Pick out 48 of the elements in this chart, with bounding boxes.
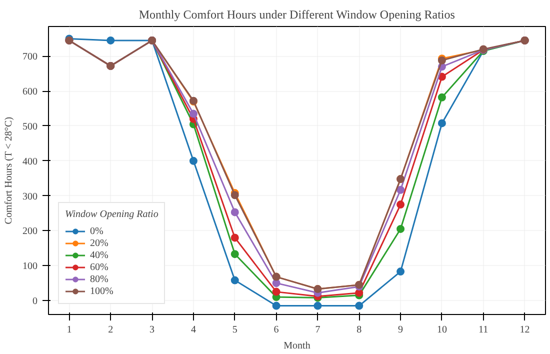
chart-title: Monthly Comfort Hours under Different Window Opening Ratios <box>138 8 456 22</box>
legend-label: 40% <box>90 249 110 261</box>
x-tick-label: 8 <box>356 324 362 336</box>
point <box>230 208 239 216</box>
y-tick-label: 300 <box>22 191 38 202</box>
y-tick-label: 700 <box>22 52 38 63</box>
point <box>230 276 239 284</box>
x-tick-label: 7 <box>315 324 320 336</box>
point <box>272 288 280 296</box>
point <box>396 224 405 233</box>
point <box>355 302 364 310</box>
legend-label: 20% <box>90 237 110 249</box>
x-tick-label: 9 <box>398 324 404 336</box>
point <box>106 36 115 44</box>
x-tick-label: 3 <box>150 324 155 336</box>
x-tick-label: 12 <box>520 324 530 336</box>
y-tick-label: 400 <box>22 156 38 168</box>
point <box>230 191 239 200</box>
legend-label: 60% <box>90 261 110 273</box>
x-tick-label: 4 <box>190 324 196 336</box>
point <box>272 302 280 310</box>
point <box>438 119 446 128</box>
point <box>314 302 322 310</box>
x-tick-label: 1 <box>66 324 72 336</box>
x-tick-label: 5 <box>232 324 238 336</box>
point <box>230 234 239 242</box>
legend-label: 80% <box>90 273 110 285</box>
x-tick-label: 11 <box>478 324 488 336</box>
y-tick-label: 200 <box>22 226 38 238</box>
legend-label: 100% <box>90 285 114 297</box>
y-tick-label: 0 <box>32 296 38 308</box>
point <box>396 186 405 194</box>
point <box>396 268 405 276</box>
legend-label: 0% <box>90 225 104 237</box>
point <box>230 250 239 258</box>
point <box>189 110 198 118</box>
point <box>438 93 446 102</box>
y-tick-label: 500 <box>22 121 38 132</box>
legend-title: Window Opening Ratio <box>65 209 158 220</box>
point <box>189 156 198 165</box>
x-axis-title: Month <box>284 340 310 352</box>
x-tick-label: 10 <box>436 324 447 336</box>
point <box>396 200 405 209</box>
x-tick-label: 2 <box>108 324 114 336</box>
y-tick-label: 100 <box>22 261 38 272</box>
y-axis-title: Comfort Hours (T < 28°C) <box>4 116 14 224</box>
x-tick-label: 6 <box>274 324 279 336</box>
y-tick-label: 600 <box>22 86 38 98</box>
